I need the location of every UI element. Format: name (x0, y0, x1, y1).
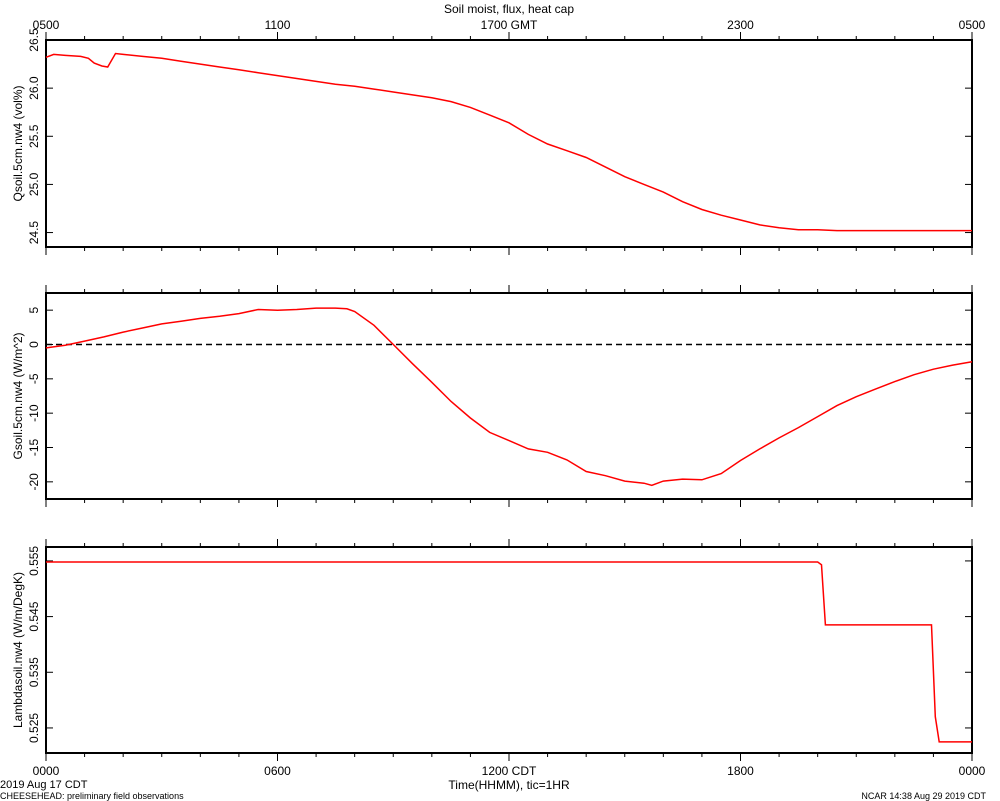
bottom-x-tick-label: 0000 (33, 764, 60, 778)
x-axis-label: Time(HHMM), tic=1HR (448, 778, 570, 792)
panels: 24.5 25.0 25.5 26.0 26.5 Qsoil.5cm.nw4 (vol%)… (11, 18, 986, 778)
panel-frame (45, 292, 973, 500)
series-line (45, 52, 972, 232)
project-note: CHEESEHEAD: preliminary field observatio… (0, 791, 184, 801)
y-tick-label: -5 (27, 373, 41, 384)
y-tick-label: 0 (27, 341, 41, 348)
y-tick-label: 24.5 (27, 221, 41, 245)
y-axis-label: Lambdasoil.nw4 (W/m/DegK) (11, 572, 25, 728)
date-label: 2019 Aug 17 CDT (0, 779, 88, 791)
y-tick-label: 0.535 (27, 657, 41, 687)
y-tick-label: 5 (27, 307, 41, 314)
top-x-tick-label: 1700 GMT (481, 18, 538, 32)
panel-frame (45, 546, 973, 754)
panel-frame (45, 39, 973, 248)
bottom-x-tick-label: 1800 (727, 764, 754, 778)
y-tick-label: -10 (27, 404, 41, 422)
y-tick-label: 25.0 (27, 172, 41, 196)
y-tick-label: -15 (27, 439, 41, 457)
y-tick-label: 25.5 (27, 124, 41, 148)
y-tick-label: -20 (27, 473, 41, 491)
y-axis-label: Qsoil.5cm.nw4 (vol%) (11, 85, 25, 201)
y-tick-label: 26.5 (27, 28, 41, 52)
top-x-tick-label: 1100 (265, 18, 291, 32)
top-x-tick-label: 2300 (727, 18, 754, 32)
y-tick-label: 0.555 (27, 546, 41, 576)
bottom-x-tick-label: 0600 (264, 764, 291, 778)
series-line (45, 307, 973, 487)
top-x-tick-label: 0500 (959, 18, 986, 32)
chart-title: Soil moist, flux, heat cap (444, 2, 574, 16)
bottom-x-tick-label: 1200 CDT (482, 764, 537, 778)
y-axis-label: Gsoil.5cm.nw4 (W/m^2) (11, 333, 25, 460)
series-line (46, 561, 972, 743)
bottom-x-tick-label: 0000 (959, 764, 986, 778)
y-tick-label: 0.545 (27, 601, 41, 631)
ncar-stamp: NCAR 14:38 Aug 29 2019 CDT (861, 791, 986, 801)
y-tick-label: 0.525 (27, 713, 41, 743)
y-tick-label: 26.0 (27, 76, 41, 100)
top-x-tick-label: 0500 (33, 18, 60, 32)
